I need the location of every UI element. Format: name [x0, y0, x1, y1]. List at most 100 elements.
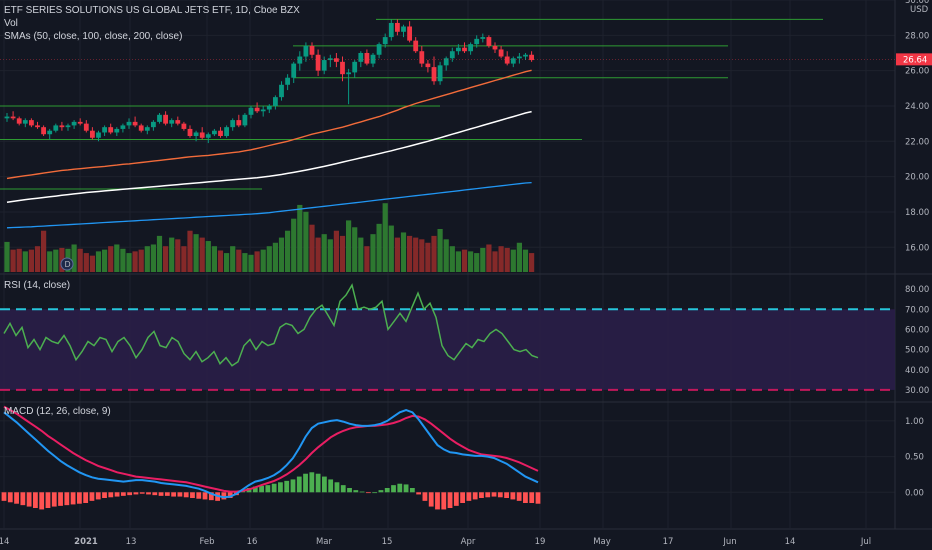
time-axis[interactable]: 14 2021 13 Feb 16 Mar 15 Apr 19 May 17 Jun 14 Jul	[0, 537, 871, 547]
candle-body	[462, 47, 467, 52]
price-pane[interactable]: D	[0, 18, 895, 272]
volume-bar	[236, 249, 242, 272]
time-tick-label: 13	[126, 537, 137, 547]
macd-histogram-bar	[409, 488, 415, 493]
macd-histogram-bar	[158, 492, 164, 496]
volume-bar	[394, 237, 400, 272]
macd-histogram-bar	[51, 492, 57, 507]
macd-histogram-bar	[58, 492, 63, 506]
candle-body	[346, 72, 351, 75]
time-tick-label: Mar	[316, 537, 333, 547]
price-tick-label: 30.00	[905, 0, 929, 6]
macd-histogram-bar	[378, 490, 384, 493]
volume-bar	[230, 246, 236, 272]
candle-body	[437, 65, 443, 82]
time-tick-label: 14	[785, 537, 796, 547]
macd-histogram-bar	[296, 476, 302, 493]
last-price-tag	[896, 53, 932, 66]
pane-dividers	[0, 0, 932, 530]
time-tick-label: May	[593, 537, 611, 547]
macd-histogram-bar	[510, 492, 516, 500]
rsi-pane[interactable]	[0, 283, 895, 391]
macd-histogram-bar	[108, 492, 114, 498]
volume-bar	[419, 239, 425, 272]
candle-body	[175, 120, 181, 124]
volume-bar	[468, 251, 474, 272]
volume-bar	[407, 235, 413, 272]
macd-histogram-bar	[290, 479, 296, 493]
candle-body	[47, 130, 53, 135]
volume-bar	[248, 254, 254, 272]
grid	[0, 0, 895, 528]
candle-body	[96, 132, 101, 138]
candle-body	[230, 120, 236, 128]
candle-body	[382, 37, 388, 45]
macd-pane[interactable]	[1, 405, 541, 510]
candle-body	[474, 38, 480, 45]
macd-histogram-bar	[453, 492, 459, 506]
currency-label: USD	[910, 5, 929, 15]
volume-bar	[132, 251, 138, 272]
macd-histogram-bar	[479, 492, 484, 498]
volume-bar	[291, 218, 297, 272]
macd-histogram-bar	[353, 490, 359, 493]
volume-bar	[382, 203, 388, 272]
macd-histogram-bar	[164, 492, 170, 496]
volume-bar	[498, 246, 504, 272]
candle-body	[504, 56, 510, 64]
macd-histogram-bar	[171, 492, 177, 497]
candle-body	[431, 67, 437, 82]
candle-body	[352, 61, 358, 73]
volume-bar	[492, 251, 498, 272]
candle-body	[77, 121, 83, 124]
volume-bar	[449, 246, 455, 272]
macd-histogram-bar	[422, 492, 428, 501]
time-tick-label: Jun	[722, 537, 736, 547]
volume-bar	[358, 237, 364, 272]
candle-body	[303, 45, 309, 57]
candle-body	[388, 22, 394, 38]
volume-bar	[370, 234, 376, 272]
macd-histogram-bar	[14, 492, 19, 504]
macd-histogram-bar	[359, 491, 365, 493]
volume-label[interactable]: Vol	[4, 18, 18, 29]
candle-body	[102, 127, 107, 133]
candle-body	[59, 125, 65, 128]
macd-histogram-bar	[252, 486, 258, 493]
time-tick-label: 19	[535, 537, 546, 547]
candle-body	[120, 125, 126, 129]
candle-body	[419, 51, 425, 64]
volume-bar	[254, 251, 260, 272]
sma-label[interactable]: SMAs (50, close, 100, close, 200, close)	[4, 31, 183, 42]
rsi-line	[3, 283, 539, 367]
volume-bar	[193, 234, 199, 272]
macd-histogram-bar	[133, 492, 139, 495]
macd-histogram-bar	[460, 492, 466, 503]
symbol-title[interactable]: ETF SERIES SOLUTIONS US GLOBAL JETS ETF,…	[4, 5, 300, 16]
candle-body	[395, 22, 400, 32]
volume-bar	[224, 253, 230, 272]
macd-histogram-bar	[303, 473, 308, 493]
volume-bar	[376, 223, 382, 272]
candle-body	[480, 37, 486, 39]
time-tick-label: 14	[0, 537, 9, 547]
macd-histogram-bar	[70, 492, 76, 505]
macd-histogram-bar	[435, 492, 440, 510]
macd-histogram-bar	[26, 492, 32, 507]
rsi-label[interactable]: RSI (14, close)	[4, 280, 71, 291]
macd-histogram-bar	[441, 492, 447, 510]
price-axis[interactable]: 30.00 28.00 26.00 24.00 22.00 20.00 18.00 16.00…	[896, 0, 932, 498]
rsi-tick-label: 70.00	[905, 305, 929, 315]
macd-label[interactable]: MACD (12, 26, close, 9)	[4, 406, 111, 417]
volume-bar	[431, 235, 437, 272]
volume-bar	[77, 248, 83, 272]
time-tick-label: 2021	[74, 537, 98, 547]
dividend-marker	[60, 257, 74, 271]
candle-body	[510, 58, 516, 64]
macd-histogram-bar	[45, 492, 51, 508]
macd-histogram-bar	[39, 492, 45, 510]
volume-bar	[339, 235, 346, 272]
volume-bar	[352, 227, 358, 272]
